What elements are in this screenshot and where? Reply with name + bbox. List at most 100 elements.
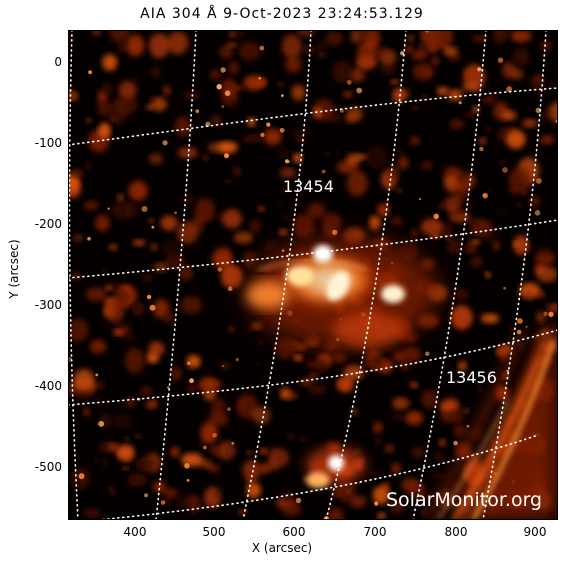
network-cell xyxy=(446,238,462,255)
network-cell xyxy=(282,491,295,502)
network-cell xyxy=(160,240,180,256)
network-cell xyxy=(107,98,128,125)
network-cell xyxy=(288,434,294,440)
network-cell xyxy=(259,464,270,474)
network-cell xyxy=(202,154,209,161)
network-cell xyxy=(467,202,473,207)
network-cell xyxy=(508,186,517,195)
network-cell xyxy=(258,340,264,346)
network-cell xyxy=(464,244,478,254)
network-cell xyxy=(510,326,515,331)
network-cell xyxy=(107,443,118,452)
network-cell xyxy=(140,386,153,396)
network-cell xyxy=(477,386,484,392)
network-cell xyxy=(148,341,165,357)
network-cell xyxy=(370,356,385,367)
network-cell xyxy=(73,369,95,391)
network-cell xyxy=(126,333,135,342)
network-cell xyxy=(448,211,471,223)
network-cell xyxy=(220,361,231,370)
network-cell xyxy=(399,148,405,155)
limb-emission xyxy=(425,320,558,520)
network-cell xyxy=(410,228,419,238)
network-cell xyxy=(285,56,302,73)
network-cell xyxy=(460,87,467,94)
network-cell xyxy=(112,329,124,336)
network-bright-point xyxy=(212,433,217,438)
network-cell xyxy=(325,152,330,156)
network-cell xyxy=(85,161,93,171)
network-cell xyxy=(263,239,276,252)
network-cell xyxy=(260,377,266,381)
network-cell xyxy=(428,44,436,51)
network-cell xyxy=(548,79,556,88)
network-cell xyxy=(68,318,89,342)
network-cell xyxy=(124,437,130,441)
network-cell xyxy=(283,214,291,221)
network-bright-point xyxy=(222,364,225,368)
network-cell xyxy=(132,239,146,246)
network-cell xyxy=(433,451,445,461)
network-cell xyxy=(152,481,167,493)
network-bright-point xyxy=(497,57,504,63)
network-cell xyxy=(411,490,427,501)
network-cell xyxy=(235,85,244,91)
network-cell xyxy=(510,68,524,80)
network-cell xyxy=(181,453,203,467)
network-cell xyxy=(256,362,261,366)
network-bright-point xyxy=(95,373,99,377)
y-tick-label: -200 xyxy=(34,217,62,231)
network-cell xyxy=(97,100,111,116)
network-cell xyxy=(170,366,182,381)
network-bright-point xyxy=(227,407,231,411)
network-bright-point xyxy=(321,169,326,174)
network-bright-point xyxy=(288,161,291,164)
plot-frame xyxy=(68,30,558,520)
network-cell xyxy=(112,413,133,429)
network-cell xyxy=(357,42,378,63)
network-bright-point xyxy=(235,358,239,362)
network-cell xyxy=(498,343,508,350)
network-cell xyxy=(451,179,469,201)
network-cell xyxy=(420,30,436,41)
network-cell xyxy=(204,486,221,509)
network-cell xyxy=(313,107,322,118)
network-cell xyxy=(492,30,509,44)
network-cell xyxy=(343,90,353,98)
network-cell xyxy=(479,137,487,145)
network-cell xyxy=(175,116,191,137)
network-bright-point xyxy=(195,109,200,113)
network-bright-point xyxy=(217,267,222,272)
network-bright-point xyxy=(187,361,191,365)
network-cell xyxy=(209,445,220,455)
network-cell xyxy=(215,491,222,498)
network-cell xyxy=(226,42,238,48)
network-cell xyxy=(369,215,381,230)
network-bright-point xyxy=(224,153,229,159)
network-cell xyxy=(335,378,348,391)
network-cell xyxy=(306,202,326,220)
network-cell xyxy=(451,277,457,282)
network-cell xyxy=(148,218,155,223)
network-cell xyxy=(318,52,326,58)
network-cell xyxy=(346,106,363,122)
network-cell xyxy=(407,35,414,42)
network-cell xyxy=(391,216,403,226)
network-cell xyxy=(148,33,170,59)
network-cell xyxy=(281,185,291,193)
network-cell xyxy=(293,343,307,351)
network-cell xyxy=(370,471,378,476)
network-cell xyxy=(421,161,433,170)
network-cell xyxy=(390,79,400,85)
y-tick-label: -300 xyxy=(34,298,62,312)
network-cell xyxy=(526,105,532,109)
network-cell xyxy=(401,346,422,363)
network-bright-point xyxy=(259,45,265,51)
network-cell xyxy=(293,354,303,362)
network-cell xyxy=(410,382,419,389)
network-cell xyxy=(365,224,371,227)
network-cell xyxy=(163,312,175,324)
network-cell xyxy=(170,446,180,458)
network-bright-point xyxy=(536,178,542,184)
y-tick-label: 0 xyxy=(54,55,62,69)
